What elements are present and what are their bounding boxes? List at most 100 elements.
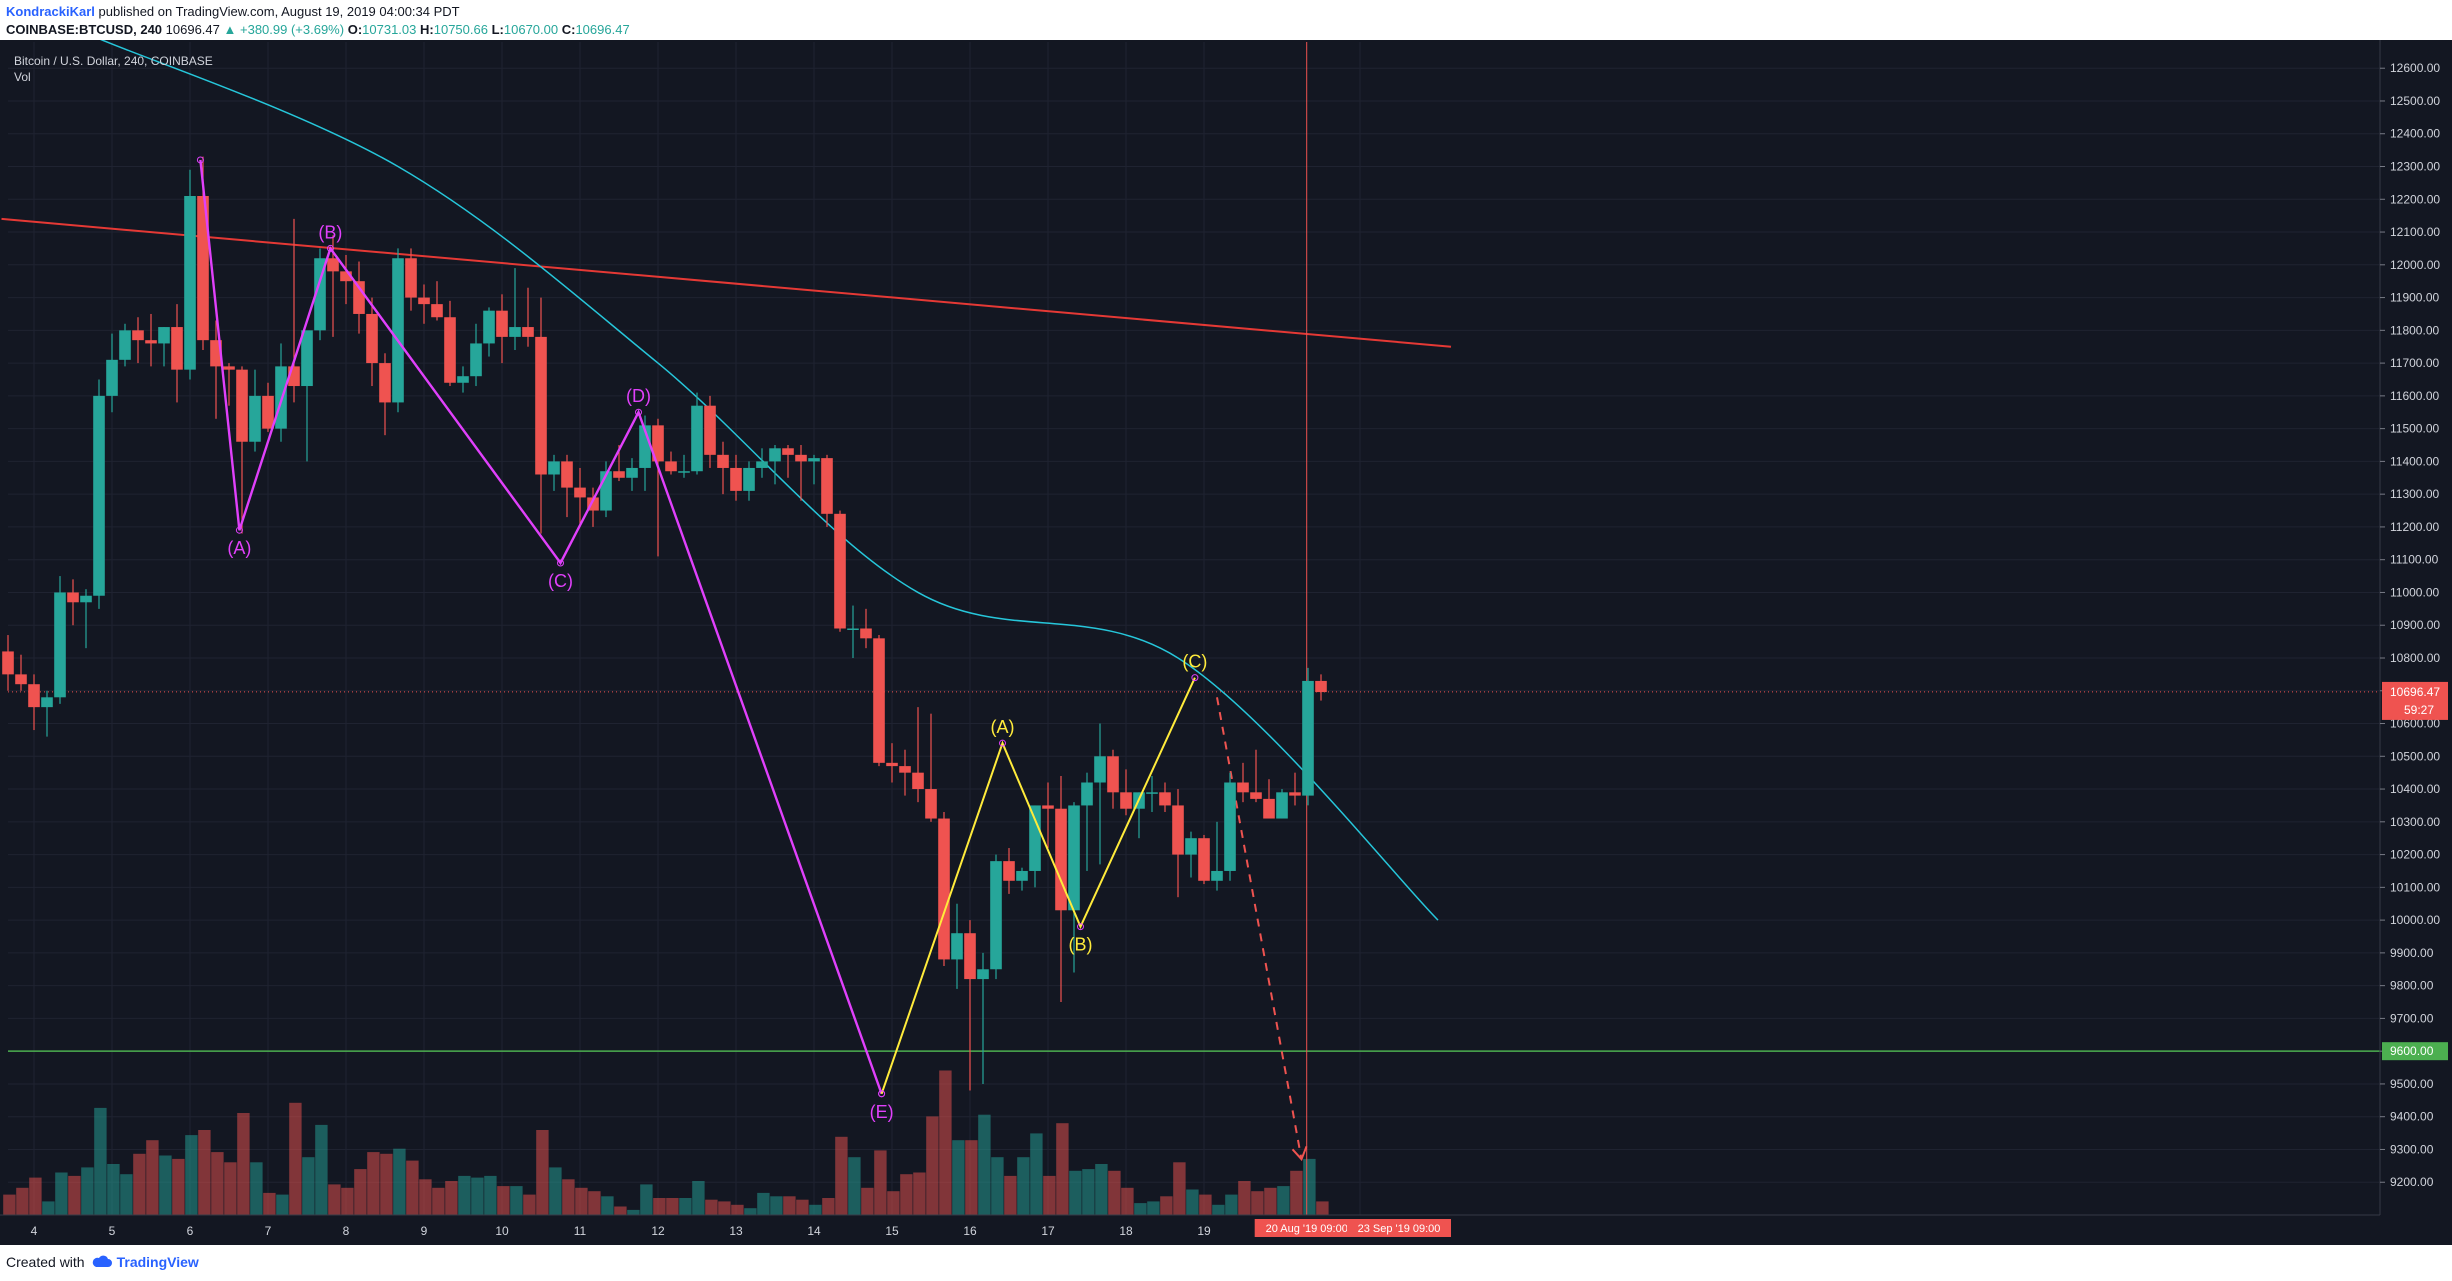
candle-body [1185, 838, 1197, 855]
pattern-node [1191, 674, 1199, 682]
volume-bar [809, 1204, 822, 1215]
brand-name: TradingView [116, 1254, 199, 1270]
volume-bar [432, 1187, 445, 1215]
price-tick-label: 9200.00 [2390, 1175, 2434, 1189]
pattern-node [196, 156, 204, 164]
volume-bar [1095, 1164, 1108, 1215]
volume-bar [874, 1150, 887, 1215]
pattern-label: (B) [318, 222, 342, 242]
price-tick-label: 11800.00 [2390, 323, 2439, 337]
published-text: published on TradingView.com, August 19,… [98, 4, 460, 19]
close-value: 10696.47 [575, 22, 630, 37]
candle-body [561, 461, 573, 488]
price-tick-label: 10800.00 [2390, 651, 2440, 665]
candle-body [314, 258, 326, 331]
volume-bar [237, 1113, 250, 1215]
time-tick-label: 14 [807, 1224, 821, 1238]
time-marker-tag [1347, 1219, 1451, 1237]
volume-bar [1160, 1196, 1173, 1215]
candle-body [626, 467, 638, 478]
cloud-icon [92, 1255, 112, 1267]
candle-body [184, 195, 196, 370]
author-name[interactable]: KondrackiKarl [6, 4, 95, 19]
candle-body [665, 461, 677, 472]
candle-body [1094, 756, 1106, 783]
pattern-labels: (A) (B) (C) (D) (E) (A) (B) (C) [227, 222, 1207, 1121]
volume-bar [484, 1175, 497, 1215]
candle-body [301, 330, 313, 387]
candle-body [80, 595, 92, 603]
volume-bar [601, 1196, 614, 1215]
volume-bar [523, 1194, 536, 1215]
candle-body [431, 304, 443, 318]
volume-bar [146, 1140, 159, 1215]
volume-bar [679, 1198, 692, 1215]
pattern-node [1077, 923, 1084, 931]
time-axis-bg [0, 1215, 2452, 1245]
time-tick-label: 9 [421, 1224, 428, 1238]
volume-bar [380, 1153, 393, 1215]
price-tick-label: 10900.00 [2390, 618, 2440, 632]
pattern-node [557, 559, 564, 567]
volume-bar [94, 1107, 107, 1215]
volume-bar [1316, 1201, 1329, 1215]
volume-bar [1108, 1170, 1121, 1215]
price-tick-label: 11000.00 [2390, 585, 2439, 599]
candle-body [41, 697, 53, 708]
candle-body [769, 448, 781, 462]
pattern-label: (B) [1069, 935, 1093, 955]
open-value: 10731.03 [362, 22, 417, 37]
candle-body [535, 336, 547, 475]
countdown-label: 59:27 [2404, 703, 2434, 717]
price-tick-label: 12200.00 [2390, 192, 2440, 206]
price-tick-label: 10600.00 [2390, 717, 2440, 731]
candle-body [236, 369, 248, 442]
volume-bar [159, 1155, 172, 1215]
high-label: H: [420, 22, 434, 37]
price-tick-label: 11900.00 [2390, 291, 2439, 305]
volume-bar [796, 1199, 809, 1215]
candle-body [691, 405, 703, 472]
volume-bar [1290, 1170, 1303, 1215]
candle-body [1055, 808, 1067, 911]
candle-body [145, 340, 157, 344]
volume-bar [81, 1167, 94, 1215]
volume-bar [1017, 1157, 1030, 1215]
support-price-label: 9600.00 [2390, 1044, 2434, 1058]
volume-bar [16, 1187, 29, 1215]
candle-body [132, 330, 144, 341]
price-change: ▲ +380.99 (+3.69%) [223, 22, 345, 37]
candle-body [548, 461, 560, 475]
open-label: O: [347, 22, 363, 37]
candle-body [106, 359, 118, 396]
candle-body [1172, 805, 1184, 855]
time-tick-label: 12 [651, 1224, 665, 1238]
volume-bar [393, 1148, 406, 1215]
volume-bar [250, 1162, 263, 1215]
volume-bar [458, 1175, 471, 1215]
volume-bar [1121, 1187, 1134, 1215]
chart-canvas[interactable]: (A)(B)(C)(D)(E)(A)(B)(C) 9200.009300.009… [0, 40, 2452, 1245]
publish-info: KondrackiKarl published on TradingView.c… [6, 4, 460, 24]
price-tick-label: 9500.00 [2390, 1077, 2434, 1091]
candle-body [860, 628, 872, 639]
volume-bar [926, 1116, 939, 1215]
candle-body [483, 310, 495, 344]
candle-body [1120, 792, 1132, 809]
pattern-label: (A) [991, 717, 1015, 737]
time-tick-label: 8 [343, 1224, 350, 1238]
price-tick-label: 9900.00 [2390, 946, 2434, 960]
candle-body [379, 363, 391, 403]
candle-body [990, 861, 1002, 970]
volume-bar [302, 1157, 315, 1215]
price-tick-label: 10500.00 [2390, 749, 2440, 763]
candle-body [951, 933, 963, 960]
price-tick-label: 10300.00 [2390, 815, 2440, 829]
volume-bar [497, 1186, 510, 1215]
volume-bar [1134, 1203, 1147, 1215]
candle-body [1159, 792, 1171, 806]
pattern-node [999, 739, 1006, 747]
candle-body [1016, 870, 1028, 881]
candle-body [795, 454, 807, 462]
tradingview-logo[interactable]: TradingView [91, 1254, 199, 1270]
